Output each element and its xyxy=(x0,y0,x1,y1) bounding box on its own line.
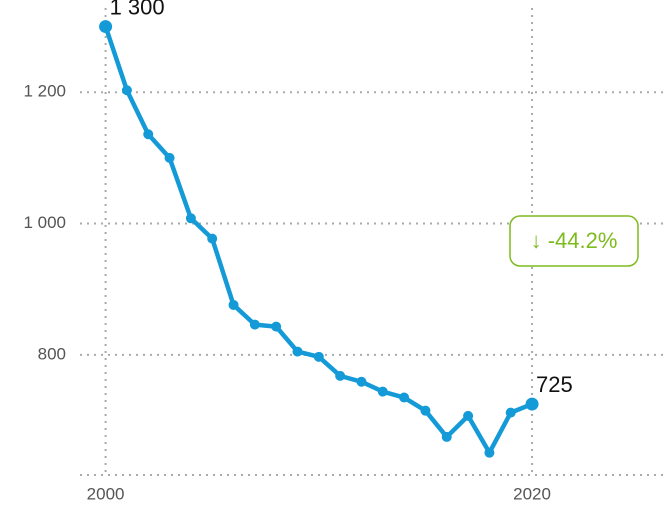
change-badge: ↓ -44.2% xyxy=(509,215,639,267)
point xyxy=(525,397,539,411)
y-tick-label: 1 000 xyxy=(23,213,66,232)
x-tick-label: 2020 xyxy=(513,484,551,503)
y-tick-label: 1 200 xyxy=(23,82,66,101)
line xyxy=(103,25,533,455)
point xyxy=(143,129,154,140)
point xyxy=(335,370,346,381)
change-annotation: ↓ -44.2% xyxy=(531,228,618,253)
point xyxy=(292,346,303,357)
point xyxy=(271,321,282,332)
point xyxy=(249,319,260,330)
point xyxy=(505,407,516,418)
point xyxy=(377,386,388,397)
point xyxy=(420,405,431,416)
point xyxy=(99,20,113,34)
y-tick-label: 800 xyxy=(38,344,66,363)
data-label: 1 300 xyxy=(110,0,165,19)
point xyxy=(313,351,324,362)
point xyxy=(228,299,239,310)
point xyxy=(356,376,367,387)
point xyxy=(185,213,196,224)
point xyxy=(164,152,175,163)
point xyxy=(441,431,452,442)
badge-box xyxy=(509,215,639,267)
point xyxy=(207,233,218,244)
x-tick-label: 2000 xyxy=(87,484,125,503)
point xyxy=(399,392,410,403)
point xyxy=(484,447,495,458)
point xyxy=(121,85,132,96)
point xyxy=(463,410,474,421)
data-label: 725 xyxy=(536,372,573,397)
